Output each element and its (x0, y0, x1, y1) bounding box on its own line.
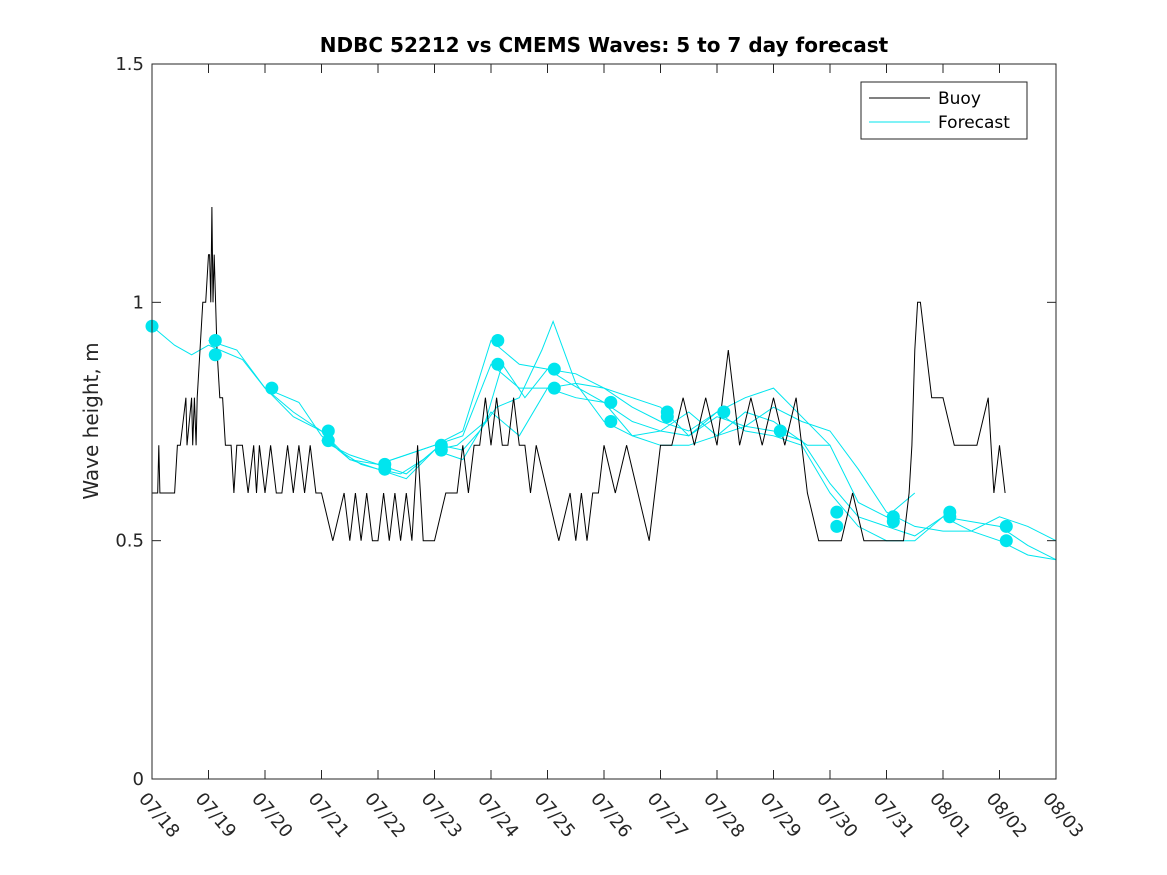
legend-label-buoy: Buoy (938, 89, 981, 109)
forecast-marker (604, 415, 618, 428)
forecast-marker (830, 505, 844, 519)
legend-label-forecast: Forecast (938, 113, 1010, 133)
y-tick-label: 1.5 (115, 54, 144, 75)
legend: Buoy Forecast (860, 81, 1028, 140)
forecast-marker (943, 510, 957, 524)
forecast-marker (547, 381, 561, 395)
forecast-marker (604, 395, 618, 409)
forecast-marker (378, 462, 392, 476)
forecast-marker (547, 362, 561, 376)
forecast-marker (999, 519, 1013, 533)
forecast-marker (208, 334, 222, 347)
forecast-line-3 (264, 363, 916, 518)
forecast-marker (491, 334, 505, 347)
forecast-marker (660, 410, 674, 424)
y-tick-label: 0.5 (115, 531, 144, 552)
forecast-marker (830, 519, 844, 533)
buoy-line (152, 206, 1006, 542)
forecast-line-5 (377, 387, 1057, 561)
forecast-line-1 (151, 319, 1057, 542)
forecast-marker (265, 381, 279, 395)
series-layer (145, 206, 1057, 561)
y-tick-label: 0 (133, 769, 144, 790)
chart-title: NDBC 52212 vs CMEMS Waves: 5 to 7 day fo… (320, 33, 889, 57)
y-axis-label: Wave height, m (79, 342, 103, 499)
forecast-marker (717, 405, 731, 419)
forecast-marker (321, 424, 335, 438)
legend-box (860, 81, 1028, 140)
y-tick-label: 1 (133, 292, 144, 313)
forecast-marker (773, 424, 787, 438)
forecast-marker (491, 357, 505, 371)
forecast-marker (999, 534, 1013, 548)
forecast-marker (886, 515, 900, 529)
forecast-marker (208, 348, 222, 362)
forecast-marker (321, 434, 335, 448)
forecast-marker (434, 443, 448, 457)
